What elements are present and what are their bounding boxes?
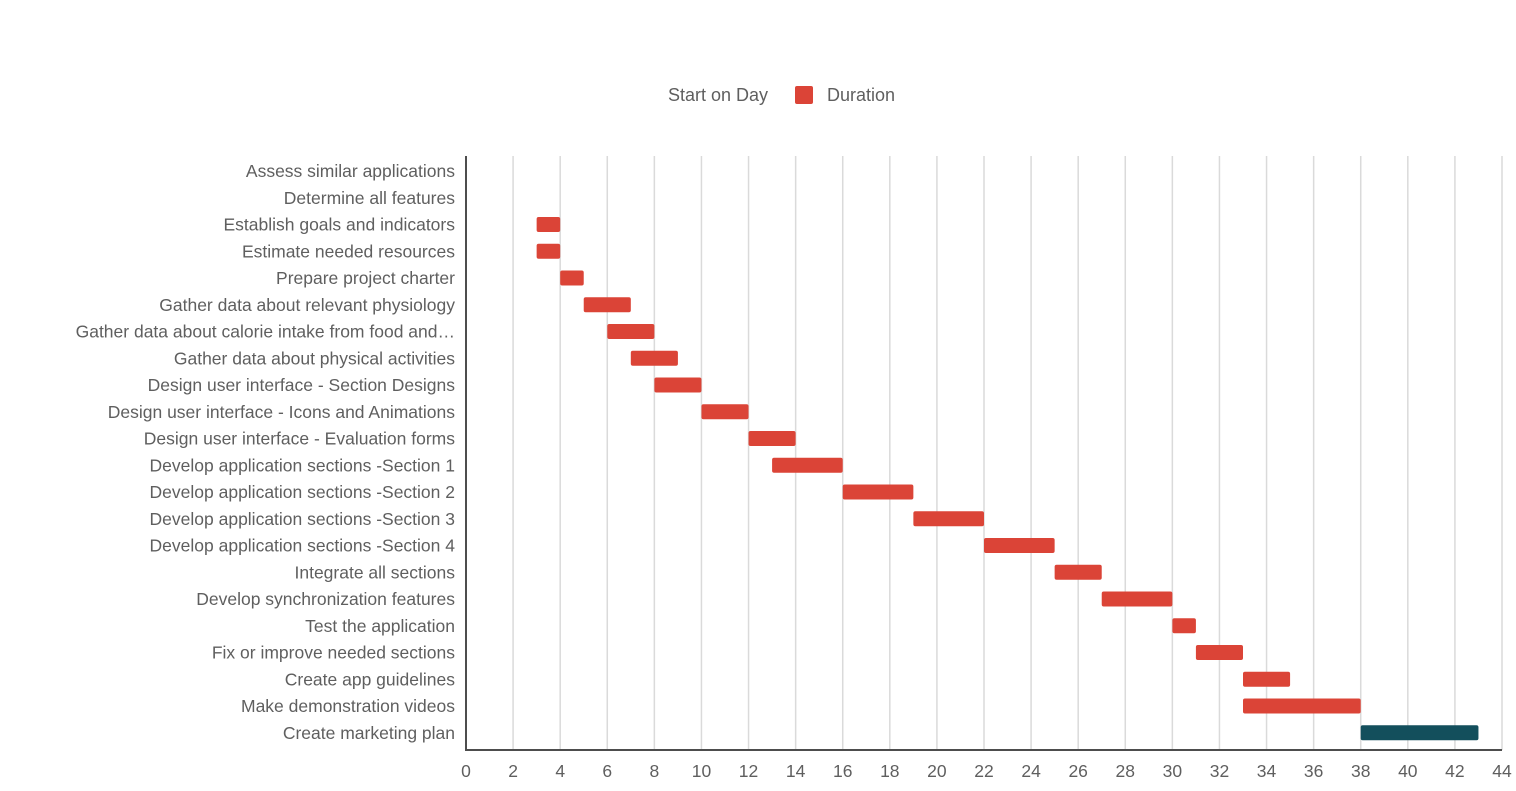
y-axis-label: Create marketing plan [283,723,455,743]
x-axis-tick-label: 34 [1257,761,1277,781]
bar-start-on-day [466,217,537,232]
x-axis-tick-label: 4 [555,761,565,781]
bar-duration [772,457,843,473]
y-axis-label: Develop application sections -Section 4 [150,536,456,556]
x-axis-tick-label: 18 [880,761,899,781]
y-axis-label: Design user interface - Evaluation forms [144,429,455,449]
y-axis-label: Design user interface - Icons and Animat… [108,402,456,422]
x-axis-tick-label: 10 [692,761,712,781]
bar-duration [607,324,655,339]
x-axis-tick-label: 28 [1116,761,1135,781]
legend-label-duration: Duration [827,85,895,105]
axes [465,156,1502,751]
bar-duration [1172,618,1196,634]
bar-duration [536,243,561,259]
bar-start-on-day [466,672,1243,687]
x-axis-tick-label: 14 [786,761,806,781]
bar-start-on-day [466,404,701,419]
legend-swatch-duration [795,86,813,104]
y-axis-label: Create app guidelines [285,669,456,689]
legend: Start on Day Duration [668,85,895,105]
bar-start-on-day [466,297,584,312]
x-axis-tick-label: 20 [927,761,947,781]
bar-duration [630,350,678,366]
y-axis-label: Make demonstration videos [241,696,455,716]
bar-start-on-day [466,458,772,473]
x-axis-tick-label: 44 [1492,761,1512,781]
bar-start-on-day [466,699,1243,714]
x-axis-tick-label: 40 [1398,761,1418,781]
bar-duration [536,217,561,232]
bars [466,217,1479,741]
x-axis-tick-label: 16 [833,761,852,781]
y-axis-label: Gather data about relevant physiology [159,295,455,315]
y-axis-label: Develop synchronization features [196,589,455,609]
x-axis-tick-label: 30 [1163,761,1183,781]
legend-label-start: Start on Day [668,85,768,105]
x-axis-tick-label: 32 [1210,761,1229,781]
y-axis-label: Develop application sections -Section 3 [150,509,455,529]
bar-duration [1054,564,1102,580]
bar-start-on-day [466,538,984,553]
x-axis-tick-labels: 0 2 4 6 8 10 12 14 16 18 20 22 24 26 28 30 32 34 36 38 40 42 4… [461,761,1512,781]
y-axis-labels: Assess similar applications Determine all… [76,161,456,743]
x-axis-tick-label: 8 [649,761,659,781]
bar-duration [560,270,584,286]
bar-duration [913,511,984,527]
x-axis-tick-label: 36 [1304,761,1323,781]
bar-duration [1243,698,1361,714]
x-axis-tick-label: 24 [1021,761,1041,781]
x-axis-tick-label: 26 [1068,761,1087,781]
bar-duration [654,377,702,393]
bar-duration [1101,591,1173,607]
y-axis-label: Gather data about calorie intake from fo… [76,322,455,342]
y-axis-label: Determine all features [284,188,455,208]
bar-start-on-day [466,618,1172,633]
y-axis-label: Prepare project charter [276,268,455,288]
bar-duration [583,297,631,313]
bar-start-on-day [466,645,1196,660]
bar-duration [1360,725,1479,741]
x-axis-tick-label: 6 [602,761,612,781]
bar-start-on-day [466,725,1361,740]
y-axis-label: Fix or improve needed sections [212,643,455,663]
y-axis-label: Test the application [305,616,455,636]
bar-start-on-day [466,324,607,339]
y-axis-label: Develop application sections -Section 1 [150,455,455,475]
y-axis-label: Gather data about physical activities [174,348,455,368]
gridlines [512,156,1503,750]
bar-start-on-day [466,592,1102,607]
x-axis-tick-label: 22 [974,761,993,781]
bar-start-on-day [466,244,537,259]
bar-duration [984,538,1055,553]
y-axis-label: Design user interface - Section Designs [148,375,456,395]
x-axis-tick-label: 2 [508,761,518,781]
bar-duration [1243,671,1291,687]
bar-duration [701,404,749,420]
x-axis-tick-label: 12 [739,761,758,781]
y-axis-label: Establish goals and indicators [223,215,455,235]
y-axis-label: Develop application sections -Section 2 [150,482,455,502]
x-axis-tick-label: 42 [1445,761,1464,781]
y-axis-label: Assess similar applications [246,161,455,181]
x-axis-tick-label: 0 [461,761,471,781]
bar-start-on-day [466,511,913,526]
bar-start-on-day [466,351,631,366]
y-axis-label: Integrate all sections [294,562,455,582]
bar-duration [842,484,914,500]
x-axis-tick-label: 38 [1351,761,1370,781]
bar-duration [1195,645,1243,660]
y-axis-label: Estimate needed resources [242,241,455,261]
bar-start-on-day [466,565,1055,580]
bar-duration [748,431,796,446]
